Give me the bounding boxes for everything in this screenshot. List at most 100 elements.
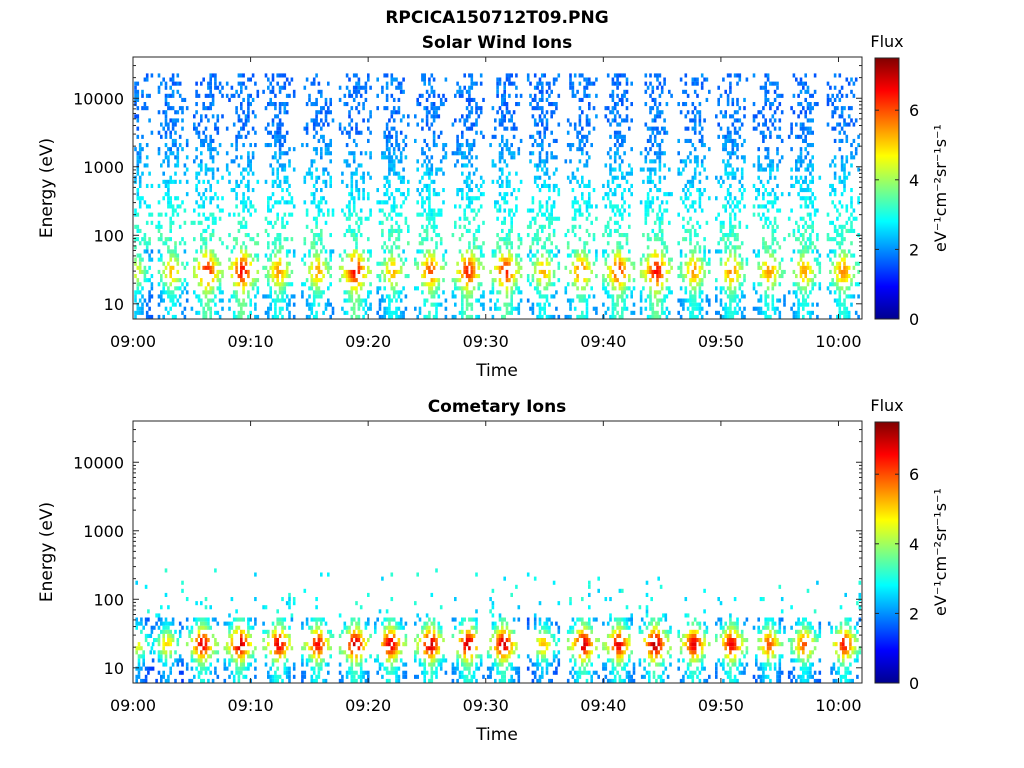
heatmap-cell [736, 278, 739, 283]
heatmap-cell [267, 306, 270, 311]
heatmap-cell [838, 294, 842, 299]
heatmap-cell [162, 261, 165, 266]
heatmap-cell [740, 196, 744, 201]
heatmap-cell [508, 151, 511, 156]
heatmap-cell [271, 134, 275, 139]
heatmap-cell [700, 126, 704, 131]
heatmap-cell [283, 274, 287, 279]
heatmap-cell [185, 261, 189, 266]
heatmap-cell [616, 138, 619, 143]
heatmap-cell [281, 290, 284, 295]
heatmap-cell [628, 249, 631, 254]
heatmap-cell [731, 245, 735, 250]
heatmap-cell [150, 294, 154, 299]
heatmap-cell [148, 314, 151, 319]
heatmap-cell [183, 208, 187, 213]
heatmap-cell [606, 73, 610, 78]
heatmap-cell [435, 286, 438, 291]
heatmap-cell [611, 282, 615, 287]
heatmap-cell [348, 274, 351, 279]
heatmap-cell [315, 151, 318, 156]
heatmap-cell [845, 175, 849, 180]
heatmap-cell [708, 302, 711, 307]
heatmap-cell [679, 159, 683, 164]
heatmap-cell [552, 102, 556, 107]
heatmap-cell [345, 204, 349, 209]
heatmap-cell [376, 77, 379, 82]
heatmap-cell [181, 147, 184, 152]
heatmap-cell [256, 269, 260, 274]
heatmap-cell [463, 85, 466, 90]
heatmap-cell [684, 114, 688, 119]
heatmap-cell [764, 147, 767, 152]
heatmap-cell [327, 106, 330, 111]
heatmap-cell [552, 269, 556, 274]
heatmap-cell [679, 253, 683, 258]
heatmap-cell [689, 183, 692, 188]
heatmap-cell [618, 134, 622, 139]
heatmap-cell [698, 171, 702, 176]
heatmap-cell [818, 253, 822, 258]
heatmap-cell [397, 228, 401, 233]
heatmap-cell [317, 265, 321, 270]
heatmap-cell [278, 106, 282, 111]
heatmap-cell [267, 314, 270, 319]
heatmap-cell [804, 220, 807, 225]
heatmap-cell [590, 204, 593, 209]
heatmap-cell [367, 265, 370, 270]
heatmap-cell [425, 163, 429, 168]
heatmap-cell [418, 93, 422, 98]
heatmap-cell [555, 306, 558, 311]
heatmap-cell [399, 179, 403, 184]
heatmap-cell [677, 265, 680, 270]
heatmap-cell [736, 167, 739, 172]
heatmap-cell [395, 138, 398, 143]
heatmap-cell [193, 269, 196, 274]
heatmap-cell [378, 314, 382, 319]
heatmap-cell [211, 138, 215, 143]
heatmap-cell [715, 175, 718, 180]
heatmap-cell [232, 245, 236, 250]
heatmap-cell [625, 237, 629, 242]
heatmap-cell [399, 89, 403, 94]
heatmap-cell [432, 220, 436, 225]
heatmap-cell [423, 200, 426, 205]
heatmap-cell [209, 233, 212, 238]
heatmap-cell [719, 220, 723, 225]
heatmap-cell [564, 290, 568, 295]
heatmap-cell [320, 196, 323, 201]
heatmap-cell [802, 216, 805, 221]
heatmap-cell [618, 208, 622, 213]
heatmap-cell [388, 163, 391, 168]
heatmap-cell [696, 257, 699, 262]
heatmap-cell [618, 163, 622, 168]
heatmap-cell [677, 274, 680, 279]
heatmap-cell [533, 138, 537, 143]
heatmap-cell [494, 200, 497, 205]
heatmap-cell [242, 310, 245, 315]
heatmap-cell [529, 159, 532, 164]
heatmap-cell [757, 212, 760, 217]
heatmap-cell [780, 257, 784, 262]
heatmap-cell [646, 233, 650, 238]
heatmap-cell [543, 212, 546, 217]
heatmap-cell [357, 85, 361, 90]
heatmap-cell [428, 93, 431, 98]
heatmap-cell [515, 208, 518, 213]
heatmap-cell [470, 265, 474, 270]
heatmap-cell [232, 290, 236, 295]
heatmap-cell [157, 224, 161, 229]
heatmap-cell [378, 298, 382, 303]
heatmap-cell [141, 89, 144, 94]
heatmap-cell [458, 147, 462, 152]
heatmap-cell [649, 200, 652, 205]
heatmap-cell [169, 118, 172, 123]
heatmap-cell [498, 306, 502, 311]
heatmap-cell [278, 89, 282, 94]
heatmap-cell [197, 282, 201, 287]
heatmap-cell [312, 298, 316, 303]
heatmap-cell [722, 159, 725, 164]
heatmap-cell [472, 269, 476, 274]
heatmap-cell [477, 261, 481, 266]
heatmap-cell [322, 179, 325, 184]
